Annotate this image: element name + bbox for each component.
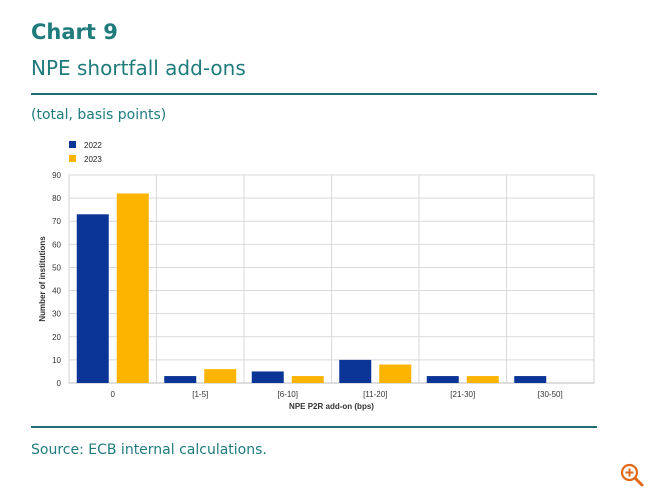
x-tick-label: 0 bbox=[111, 390, 116, 399]
x-tick-label: [30-50] bbox=[538, 390, 563, 399]
x-axis-title: NPE P2R add-on (bps) bbox=[289, 402, 374, 411]
y-tick-label: 70 bbox=[52, 217, 61, 226]
bar-2022-3 bbox=[339, 359, 372, 383]
bar-2022-4 bbox=[426, 376, 459, 383]
bar-2022-5 bbox=[514, 376, 547, 383]
bar-2022-0 bbox=[76, 214, 109, 383]
y-tick-label: 10 bbox=[52, 356, 61, 365]
bar-2023-2 bbox=[291, 376, 324, 383]
legend-swatch-2022 bbox=[69, 141, 76, 148]
y-tick-label: 20 bbox=[52, 333, 61, 342]
legend-label-2023: 2023 bbox=[84, 155, 102, 164]
x-tick-label: [11-20] bbox=[363, 390, 387, 399]
y-tick-label: 40 bbox=[52, 287, 61, 296]
divider-bottom bbox=[31, 426, 597, 428]
bar-2022-1 bbox=[164, 376, 197, 383]
y-tick-label: 90 bbox=[52, 171, 61, 180]
source-note: Source: ECB internal calculations. bbox=[31, 442, 267, 458]
legend-swatch-2023 bbox=[69, 155, 76, 162]
bar-2023-1 bbox=[204, 369, 237, 383]
chart-label: Chart 9 bbox=[31, 20, 118, 44]
legend-label-2022: 2022 bbox=[84, 141, 102, 150]
chart-title: NPE shortfall add-ons bbox=[31, 56, 246, 80]
bar-chart: 0 10 20 30 40 50 60 70 80 90 0 [1-5] [6-10] [11-20] [2… bbox=[38, 141, 595, 411]
divider-top bbox=[31, 93, 597, 95]
y-tick-label: 80 bbox=[52, 194, 61, 203]
y-tick-label: 30 bbox=[52, 310, 61, 319]
bar-2022-2 bbox=[251, 371, 284, 383]
zoom-in-icon[interactable] bbox=[619, 462, 645, 488]
chart-subtitle: (total, basis points) bbox=[31, 107, 167, 123]
bar-2023-3 bbox=[379, 364, 412, 383]
y-tick-label: 60 bbox=[52, 240, 61, 249]
x-tick-label: [21-30] bbox=[450, 390, 475, 399]
x-tick-label: [6-10] bbox=[278, 390, 298, 399]
y-tick-label: 50 bbox=[52, 263, 61, 272]
y-axis-title: Number of institutions bbox=[38, 236, 47, 322]
y-tick-label: 0 bbox=[57, 379, 62, 388]
x-tick-label: [1-5] bbox=[192, 390, 208, 399]
bar-2023-0 bbox=[116, 193, 149, 383]
bar-2023-4 bbox=[466, 376, 499, 383]
